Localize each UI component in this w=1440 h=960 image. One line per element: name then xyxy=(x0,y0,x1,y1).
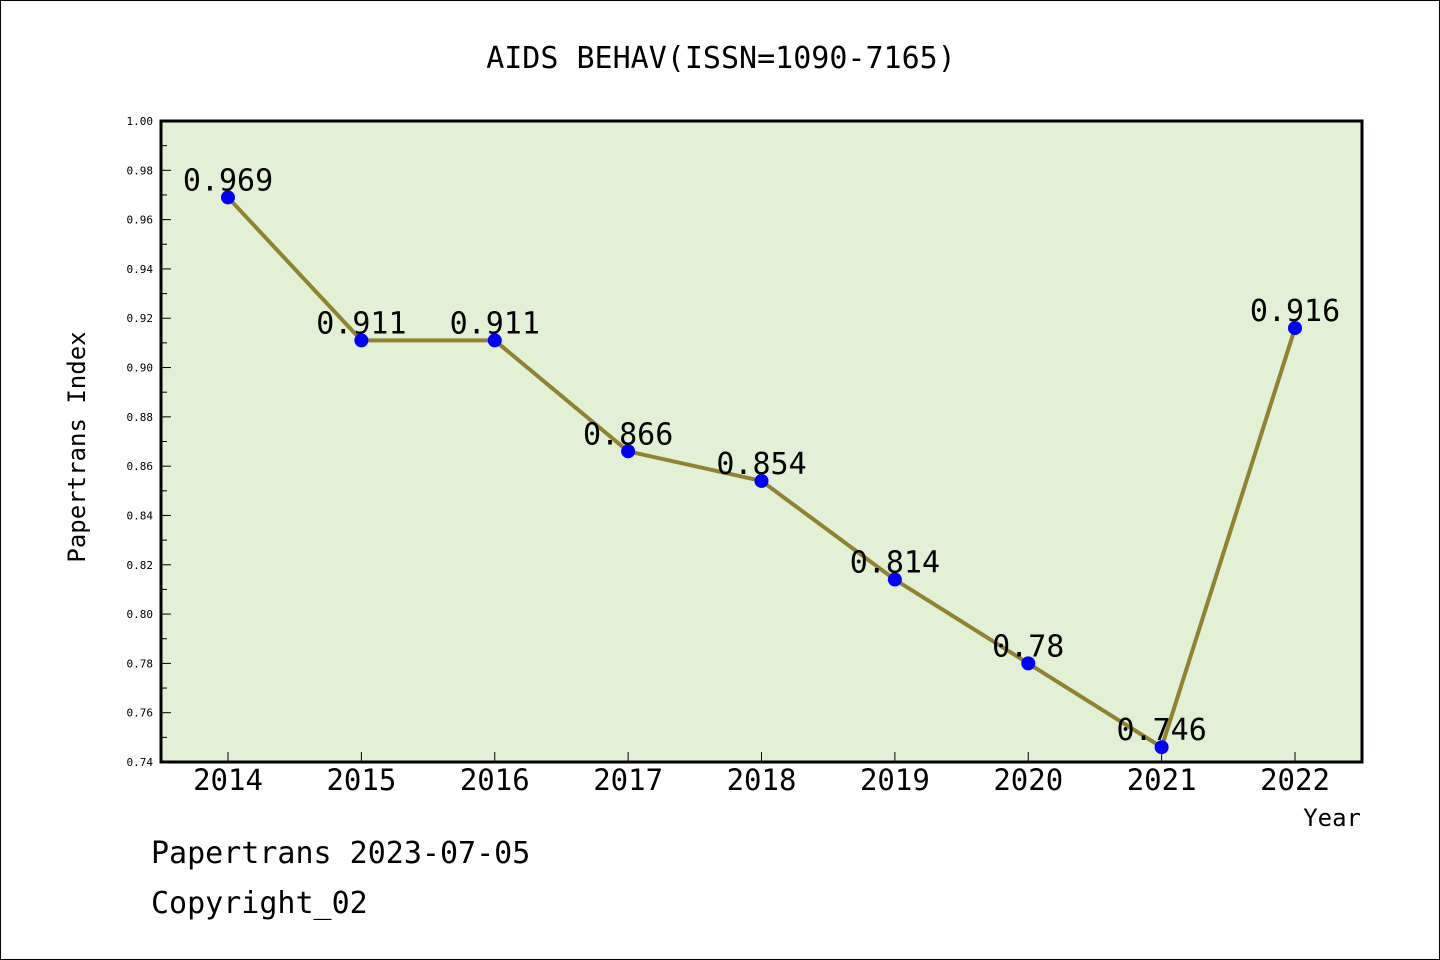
data-point-2019 xyxy=(887,572,902,587)
chart-title: AIDS BEHAV(ISSN=1090-7165) xyxy=(486,41,956,76)
data-point-2020 xyxy=(1021,656,1036,671)
y-tick-label: 0.94 xyxy=(127,263,154,276)
y-tick-label: 0.78 xyxy=(127,657,154,670)
x-tick-label: 2020 xyxy=(993,763,1063,797)
x-tick-label: 2015 xyxy=(326,763,396,797)
y-axis: 0.74 0.76 0.78 0.80 0.82 0.84 0.86 0.88 0.90 0.92… xyxy=(127,115,171,769)
data-label-2019: 0.814 xyxy=(850,546,940,581)
y-tick-label: 0.98 xyxy=(127,164,154,177)
y-tick-label: 0.90 xyxy=(127,362,154,375)
x-tick-label: 2022 xyxy=(1260,763,1330,797)
y-tick-label: 0.92 xyxy=(127,312,154,325)
data-label-2015: 0.911 xyxy=(316,306,406,341)
data-label-2017: 0.866 xyxy=(583,417,673,452)
data-label-2022: 0.916 xyxy=(1250,294,1340,329)
x-tick-label: 2021 xyxy=(1127,763,1197,797)
data-point-2015 xyxy=(354,333,369,348)
footer-copyright: Copyright_02 xyxy=(151,886,368,921)
data-label-2021: 0.746 xyxy=(1116,713,1206,748)
data-point-2016 xyxy=(487,333,502,348)
data-point-2014 xyxy=(221,190,235,205)
x-tick-label: 2014 xyxy=(193,763,263,797)
data-point-2021 xyxy=(1154,740,1169,755)
y-tick-label: 0.86 xyxy=(127,460,154,473)
y-axis-label: Papertrans Index xyxy=(63,331,91,562)
y-tick-label: 0.80 xyxy=(127,608,154,621)
data-label-2018: 0.854 xyxy=(716,447,806,482)
x-tick-label: 2019 xyxy=(860,763,930,797)
data-label-2014: 0.969 xyxy=(183,163,273,198)
data-labels: 0.969 0.911 0.911 0.866 0.854 0.814 0.78 0.746 0… xyxy=(183,163,1340,748)
data-points xyxy=(221,190,1302,755)
x-tick-label: 2017 xyxy=(593,763,663,797)
x-tick-label: 2016 xyxy=(460,763,530,797)
y-tick-label: 1.00 xyxy=(127,115,154,128)
y-tick-label: 0.84 xyxy=(127,509,154,522)
data-point-2018 xyxy=(754,473,769,488)
x-axis-label: Year xyxy=(1303,804,1361,832)
data-point-2022 xyxy=(1288,321,1302,336)
y-tick-label: 0.82 xyxy=(127,559,154,572)
plot-area xyxy=(159,119,1364,764)
data-label-2020: 0.78 xyxy=(992,629,1064,664)
data-label-2016: 0.911 xyxy=(450,306,540,341)
y-tick-label: 0.96 xyxy=(127,214,154,227)
y-tick-label: 0.74 xyxy=(127,756,154,769)
x-tick-label: 2018 xyxy=(727,763,797,797)
y-tick-label: 0.88 xyxy=(127,411,154,424)
data-point-2017 xyxy=(621,444,636,459)
y-tick-label: 0.76 xyxy=(127,707,154,720)
x-axis: 2014 2015 2016 2017 2018 2019 2020 2021 2022 xyxy=(193,752,1330,797)
footer-source: Papertrans 2023-07-05 xyxy=(151,836,531,871)
